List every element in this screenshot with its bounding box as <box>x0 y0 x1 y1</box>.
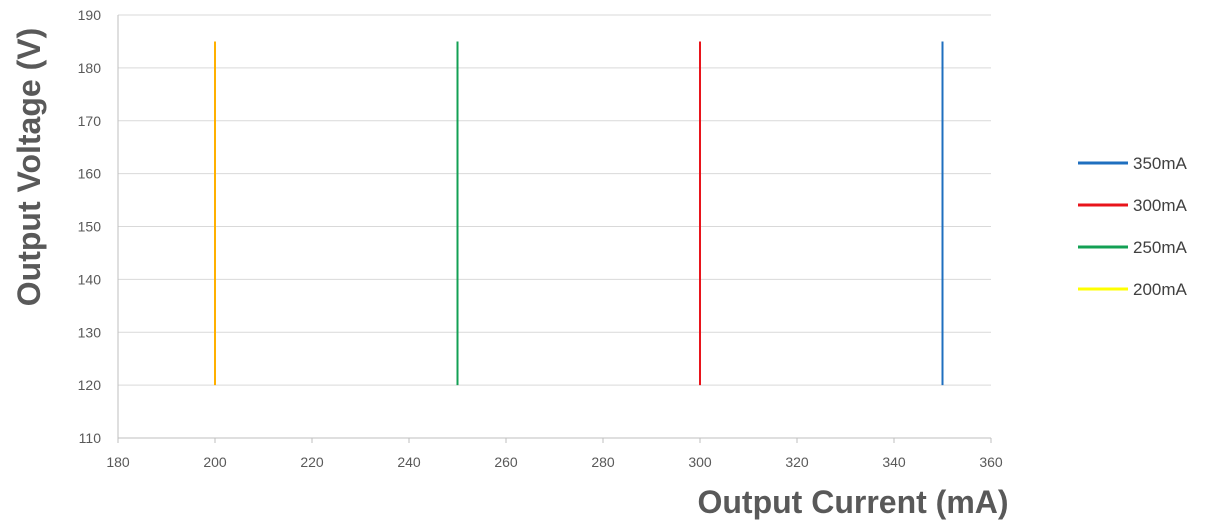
x-tick-label: 220 <box>300 454 324 470</box>
x-tick-label: 320 <box>785 454 809 470</box>
y-tick-label: 160 <box>78 166 102 182</box>
legend-label-350mA: 350mA <box>1133 154 1188 173</box>
x-tick-label: 260 <box>494 454 518 470</box>
x-tick-label: 300 <box>688 454 712 470</box>
gridlines <box>118 14 991 386</box>
y-tick-label: 190 <box>78 7 102 23</box>
legend-label-250mA: 250mA <box>1133 238 1188 257</box>
legend-label-200mA: 200mA <box>1133 280 1188 299</box>
y-tick-label: 180 <box>78 60 102 76</box>
series-lines <box>214 41 944 386</box>
y-axis-title: Output Voltage (V) <box>11 28 47 306</box>
y-tick-label: 140 <box>78 271 102 287</box>
x-tick-label: 200 <box>203 454 227 470</box>
y-tick-label: 110 <box>79 430 102 446</box>
y-axis: 110 120 130 140 150 160 170 180 190 <box>78 7 119 446</box>
x-tick-label: 240 <box>397 454 421 470</box>
x-axis-title: Output Current (mA) <box>697 484 1008 520</box>
legend-label-300mA: 300mA <box>1133 196 1188 215</box>
y-tick-label: 150 <box>78 219 102 235</box>
x-tick-label: 360 <box>979 454 1003 470</box>
x-tick-label: 180 <box>106 454 130 470</box>
x-tick-label: 340 <box>882 454 906 470</box>
x-axis: 180 200 220 240 260 280 300 320 340 360 <box>106 437 1003 470</box>
x-tick-label: 280 <box>591 454 615 470</box>
y-tick-label: 130 <box>78 324 102 340</box>
y-tick-label: 170 <box>78 113 102 129</box>
y-tick-label: 120 <box>78 377 102 393</box>
legend: 350mA 300mA 250mA 200mA <box>1078 154 1188 299</box>
